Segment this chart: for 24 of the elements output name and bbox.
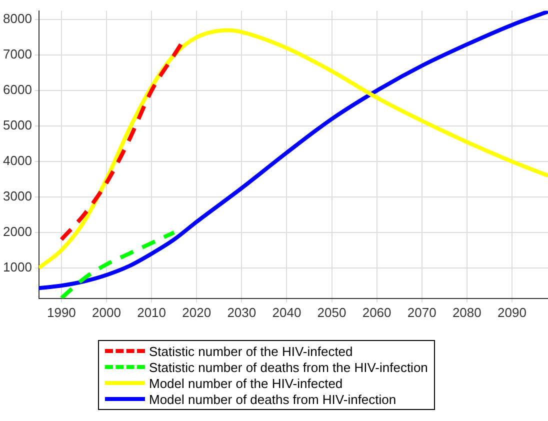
legend-label: Model number of deaths from HIV-infection [149, 392, 396, 406]
x-tick-label: 2030 [227, 304, 256, 320]
y-tick-label: 1000 [3, 259, 32, 274]
x-tick-label: 1990 [46, 304, 76, 320]
y-tick-label: 7000 [3, 46, 32, 62]
x-tick-label: 2080 [452, 304, 482, 320]
x-tick-label: 2020 [182, 304, 212, 320]
y-tick-label: 5000 [3, 118, 32, 133]
line-series [59, 230, 176, 298]
legend-label: Statistic number of the HIV-infected [149, 344, 353, 358]
x-tick-label: 2050 [317, 304, 346, 320]
legend-label: Statistic number of deaths from the HIV-infection [149, 360, 428, 374]
x-tick-label: 2060 [362, 304, 392, 320]
y-tick-label: 4000 [3, 153, 32, 168]
y-tick-label: 2000 [3, 224, 32, 240]
legend-label: Model number of the HIV-infected [149, 376, 343, 390]
y-tick-label: 6000 [3, 82, 32, 98]
x-tick-label: 2070 [407, 304, 436, 320]
x-tick-label: 2090 [498, 304, 526, 320]
x-tick-label: 2040 [272, 304, 302, 320]
y-tick-label: 3000 [3, 188, 32, 204]
x-tick-label: 2010 [137, 304, 166, 320]
y-tick-label: 8000 [3, 11, 32, 26]
x-tick-label: 2000 [92, 304, 121, 320]
